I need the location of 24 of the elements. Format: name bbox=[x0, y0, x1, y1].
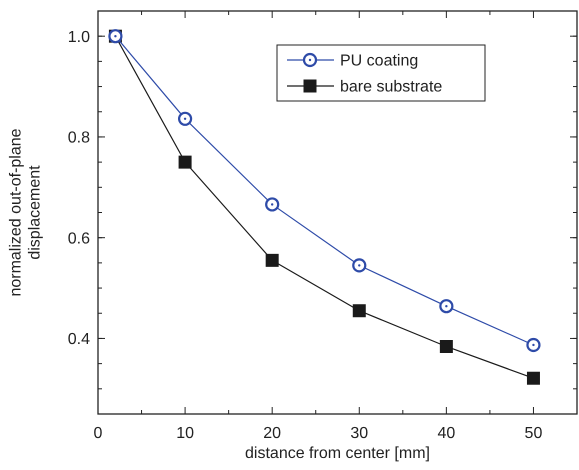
x-tick-label: 30 bbox=[350, 425, 368, 442]
point bbox=[526, 338, 541, 352]
point bbox=[526, 372, 540, 385]
point bbox=[178, 156, 192, 169]
y-tick-label: 0.8 bbox=[68, 130, 90, 147]
y-tick-label: 1.0 bbox=[68, 28, 90, 46]
point bbox=[352, 258, 366, 272]
point bbox=[265, 197, 280, 212]
y-tick-label: 0.4 bbox=[68, 331, 90, 348]
point bbox=[440, 340, 453, 353]
legend-label: bare substrate bbox=[340, 78, 442, 96]
x-tick-label: 0 bbox=[94, 425, 103, 442]
point bbox=[439, 299, 454, 314]
x-tick-label: 50 bbox=[524, 425, 542, 442]
x-tick-label: 20 bbox=[263, 425, 282, 442]
x-axis-title: distance from center [mm] bbox=[245, 445, 430, 462]
y-axis-title: normalized out-of-plane displacement bbox=[7, 128, 44, 297]
y-tick-label: 0.6 bbox=[68, 230, 90, 248]
x-tick-label: 40 bbox=[437, 425, 456, 442]
x-tick-label: 10 bbox=[176, 425, 194, 442]
legend-label: PU coating bbox=[340, 52, 418, 70]
point bbox=[266, 254, 279, 267]
point bbox=[178, 112, 192, 126]
point bbox=[352, 304, 366, 318]
